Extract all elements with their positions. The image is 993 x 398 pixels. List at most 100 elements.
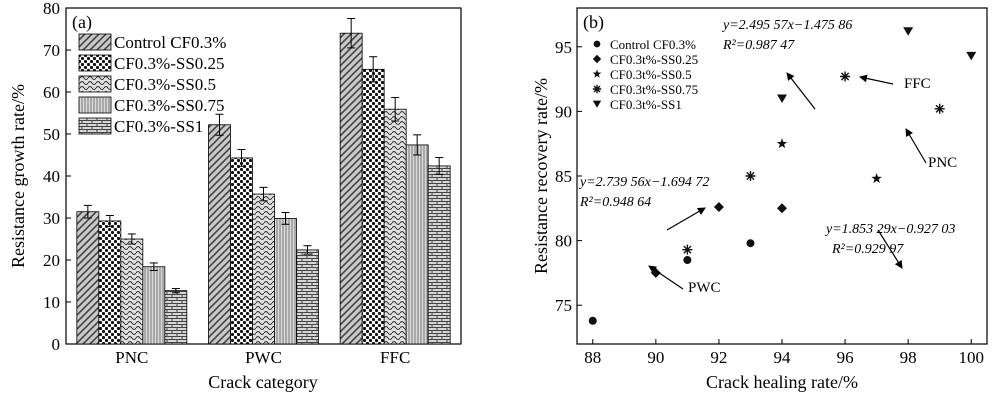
annotation-arrow xyxy=(877,229,903,269)
marker-circle xyxy=(588,316,597,325)
fit-equation: y=2.495 57x−1.475 86 xyxy=(721,18,852,33)
marker-asterisk xyxy=(934,103,945,114)
marker-circle xyxy=(746,239,755,248)
legend-label: CF0.3%-SS1 xyxy=(114,117,203,136)
bar xyxy=(274,218,297,345)
fit-line-label: PNC xyxy=(928,155,957,171)
marker-asterisk xyxy=(745,171,756,181)
marker-star xyxy=(592,69,602,78)
fit-equation: y=2.739 56x−1.694 72 xyxy=(578,175,709,190)
marker-star xyxy=(776,138,788,149)
bar xyxy=(383,108,407,345)
x-tick-label: 96 xyxy=(837,348,854,367)
bar-chart-panel: (a) 0 10 20 30 40 50 60 70 80 PNC PWC FFC Control … xyxy=(8,0,462,392)
x-tick-label: PWC xyxy=(245,348,282,367)
annotation-arrow xyxy=(666,207,706,231)
y-tick-label: 10 xyxy=(43,293,60,312)
legend-label: CF0.3%-SS0.75 xyxy=(114,96,225,115)
y-tick-label: 60 xyxy=(43,83,60,102)
scatter-points xyxy=(588,27,977,325)
bar xyxy=(296,249,319,345)
legend-label: CF0.3%-SS0.25 xyxy=(114,54,225,73)
y-tick-label: 85 xyxy=(555,167,572,186)
bar xyxy=(120,238,144,345)
marker-circle xyxy=(593,40,601,48)
x-axis-label: Crack category xyxy=(208,372,317,392)
bar xyxy=(427,165,451,345)
marker-asterisk xyxy=(840,71,851,82)
legend-label: CF0.3t%-SS0.75 xyxy=(610,82,698,97)
marker-asterisk xyxy=(682,244,693,255)
marker-star xyxy=(871,173,882,184)
legend-swatch xyxy=(78,54,112,72)
legend-label: CF0.3t%-SS1 xyxy=(610,97,682,112)
annotation-arrow xyxy=(648,265,684,290)
bar xyxy=(252,193,275,345)
bar xyxy=(98,220,122,345)
marker-triangle xyxy=(903,27,914,36)
legend-swatch xyxy=(78,96,112,114)
y-tick-label: 90 xyxy=(555,102,572,121)
y-tick-label: 50 xyxy=(43,125,60,144)
x-axis-ticks: PNC PWC FFC xyxy=(115,339,410,367)
x-tick-label: FFC xyxy=(380,348,410,367)
annotations: y=2.739 56x−1.694 72 R²=0.948 64 PWC y=2.49… xyxy=(578,18,957,296)
legend-swatch xyxy=(78,117,112,135)
x-tick-label: 94 xyxy=(774,348,792,367)
y-tick-label: 80 xyxy=(43,0,60,18)
legend-swatch xyxy=(78,75,112,93)
x-axis-ticks: 88 90 92 94 96 98 100 xyxy=(584,339,984,367)
marker-triangle xyxy=(592,100,602,108)
x-axis-label: Crack healing rate/% xyxy=(706,372,858,392)
legend-label: Control CF0.3% xyxy=(610,37,696,52)
marker-circle xyxy=(683,256,692,264)
x-tick-label: 90 xyxy=(647,348,664,367)
legend-label: CF0.3t%-SS0.5 xyxy=(610,67,692,82)
x-tick-label: 100 xyxy=(958,348,984,367)
fit-equation: y=1.853 29x−0.927 03 xyxy=(824,222,955,237)
fit-r-squared: R²=0.987 47 xyxy=(722,38,795,53)
legend-label: CF0.3t%-SS0.25 xyxy=(610,52,698,67)
marker-triangle xyxy=(777,94,787,103)
fit-r-squared: R²=0.929 97 xyxy=(831,242,904,257)
y-tick-label: 95 xyxy=(555,38,572,57)
annotation-arrow xyxy=(859,74,894,85)
panel-label: (a) xyxy=(72,12,92,33)
marker-diamond xyxy=(777,203,787,214)
y-axis-label: Resistance growth rate/% xyxy=(8,84,28,268)
annotation-arrow xyxy=(905,128,927,164)
y-tick-label: 30 xyxy=(43,209,60,228)
annotation-arrow xyxy=(786,72,816,110)
x-tick-label: 92 xyxy=(710,348,727,367)
marker-asterisk xyxy=(592,84,602,94)
y-tick-label: 0 xyxy=(52,335,61,354)
legend-swatch xyxy=(78,33,112,51)
scatter-chart-panel: (b) 75 80 85 90 95 88 90 92 94 96 98 100 Control C… xyxy=(531,7,988,392)
panel-label: (b) xyxy=(583,12,604,33)
bar xyxy=(230,157,253,345)
fit-line-label: FFC xyxy=(904,76,931,92)
marker-triangle xyxy=(966,51,977,61)
bar xyxy=(361,68,385,345)
legend-label: Control CF0.3% xyxy=(114,33,226,52)
x-tick-label: PNC xyxy=(115,348,148,367)
bar xyxy=(76,211,100,345)
fit-r-squared: R²=0.948 64 xyxy=(579,195,651,210)
y-axis-label: Resistance recovery rate/% xyxy=(531,78,551,274)
y-tick-label: 70 xyxy=(43,41,60,60)
bar xyxy=(339,32,363,345)
legend: Control CF0.3% CF0.3%-SS0.25 CF0.3%-SS0.5 C… xyxy=(78,33,226,136)
x-tick-label: 88 xyxy=(584,348,601,367)
bar xyxy=(405,144,429,345)
y-axis-ticks: 75 80 85 90 95 xyxy=(555,38,582,315)
legend: Control CF0.3%CF0.3t%-SS0.25CF0.3t%-SS0.… xyxy=(592,37,698,112)
y-tick-label: 75 xyxy=(555,296,572,315)
bar xyxy=(142,266,166,345)
y-axis-ticks: 0 10 20 30 40 50 60 70 80 xyxy=(43,0,71,354)
marker-diamond xyxy=(592,54,602,64)
bars xyxy=(76,18,451,345)
x-tick-label: 98 xyxy=(900,348,917,367)
fit-line-label: PWC xyxy=(688,280,721,296)
bar xyxy=(164,290,188,345)
